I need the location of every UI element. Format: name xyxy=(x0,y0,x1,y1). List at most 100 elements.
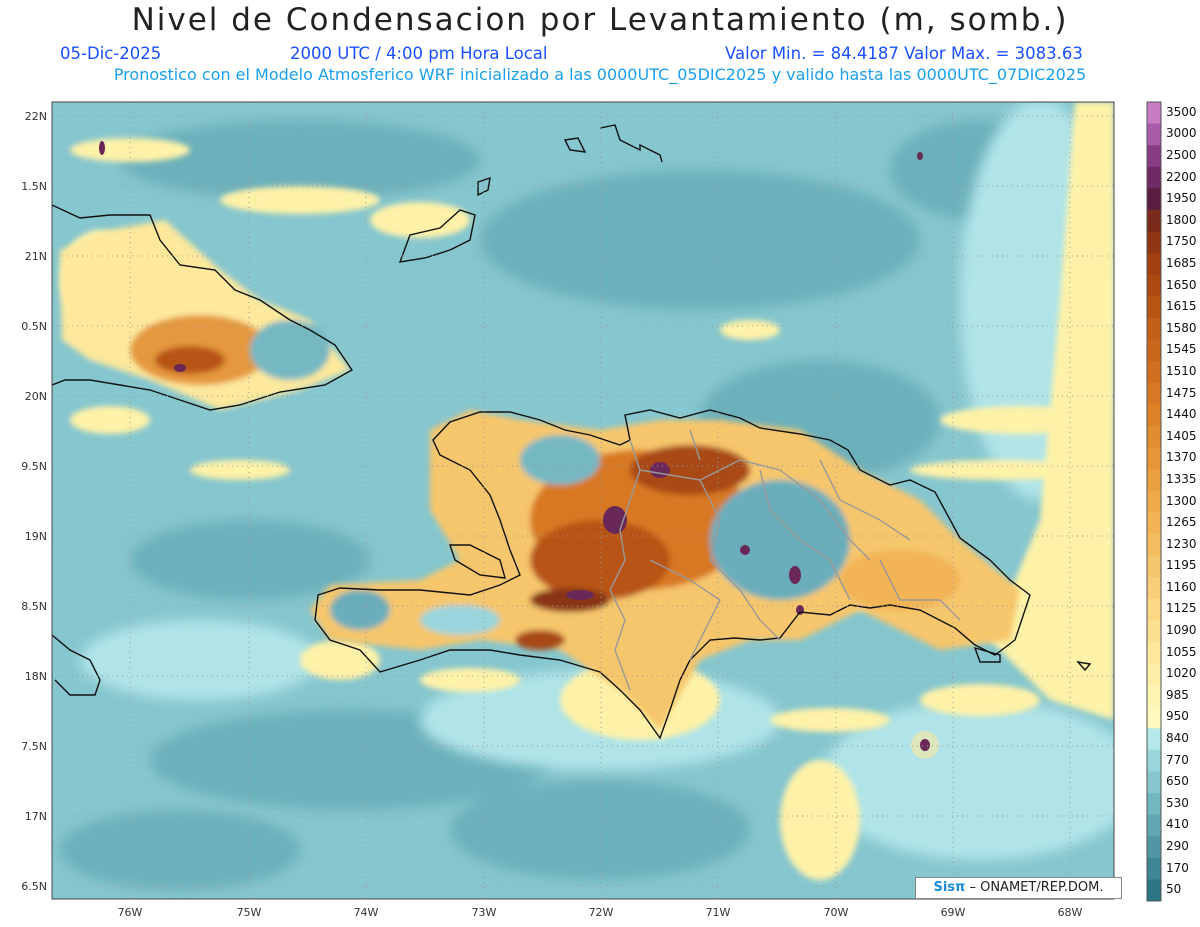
colorbar-level-label: 1370 xyxy=(1166,450,1197,465)
colorbar-level-label: 950 xyxy=(1166,709,1189,724)
colorbar-level-label: 1580 xyxy=(1166,320,1197,335)
colorbar-level-label: 2200 xyxy=(1166,169,1197,184)
colorbar-level-label: 650 xyxy=(1166,774,1189,789)
colorbar-level-label: 985 xyxy=(1166,687,1189,702)
colorbar-level-label: 170 xyxy=(1166,860,1189,875)
lat-label: 20N xyxy=(25,390,47,403)
model-info-line: Pronostico con el Modelo Atmosferico WRF… xyxy=(113,65,1087,84)
credit-box: Sisπ – ONAMET/REP.DOM. xyxy=(915,877,1122,899)
forecast-date: 05-Dic-2025 xyxy=(60,44,162,63)
colorbar-level-label: 3000 xyxy=(1166,126,1197,141)
longitude-labels: 76W 75W 74W 73W 72W 71W 70W 69W 68W xyxy=(118,906,1083,919)
colorbar-level-label: 1545 xyxy=(1166,342,1197,357)
colorbar-level-label: 1160 xyxy=(1166,579,1197,594)
lat-label: 0.5N xyxy=(21,320,47,333)
colorbar-swatch xyxy=(1147,361,1161,384)
colorbar-level-label: 1335 xyxy=(1166,471,1197,486)
colorbar-swatch xyxy=(1147,728,1161,751)
colorbar-level-label: 1055 xyxy=(1166,644,1197,659)
lon-label: 68W xyxy=(1058,906,1083,919)
colorbar-swatch xyxy=(1147,555,1161,578)
colorbar-swatch xyxy=(1147,620,1161,643)
colorbar-level-label: 1195 xyxy=(1166,558,1197,573)
lon-label: 73W xyxy=(472,906,497,919)
colorbar-swatch xyxy=(1147,145,1161,168)
colorbar-level-label: 1510 xyxy=(1166,363,1197,378)
colorbar-level-label: 290 xyxy=(1166,839,1189,853)
map-title: Nivel de Condensacion por Levantamiento … xyxy=(131,2,1069,38)
colorbar-level-label: 1800 xyxy=(1166,212,1197,227)
sispi-logo: Sisπ xyxy=(933,880,966,895)
min-max-values: Valor Min. = 84.4187 Valor Max. = 3083.6… xyxy=(725,44,1083,63)
lon-label: 71W xyxy=(706,906,731,919)
colorbar-swatch xyxy=(1147,317,1161,341)
lat-label: 19N xyxy=(25,530,47,543)
colorbar-swatch xyxy=(1147,188,1161,211)
colorbar-swatch xyxy=(1147,382,1161,405)
colorbar-swatch xyxy=(1147,533,1161,556)
graticule xyxy=(52,102,1114,899)
colorbar-level-label: 1615 xyxy=(1166,299,1197,314)
colorbar-swatch xyxy=(1147,339,1161,362)
colorbar-swatch xyxy=(1147,814,1161,837)
colorbar-level-label: 1300 xyxy=(1166,493,1197,508)
colorbar-level-label: 1020 xyxy=(1166,666,1197,681)
colorbar-swatch xyxy=(1147,404,1161,427)
lat-label: 1.5N xyxy=(21,180,47,193)
colorbar-swatch xyxy=(1147,749,1161,772)
credit-text: – ONAMET/REP.DOM. xyxy=(969,880,1104,895)
lat-label: 21N xyxy=(25,250,47,263)
colorbar-swatch xyxy=(1147,123,1161,146)
colorbar-swatch xyxy=(1147,598,1161,621)
lat-label: 22N xyxy=(25,110,47,123)
colorbar-border xyxy=(1146,101,1162,902)
colorbar-swatch xyxy=(1147,209,1161,233)
colorbar-swatch xyxy=(1147,577,1161,600)
colorbar xyxy=(1146,101,1162,902)
latitude-labels: 22N 1.5N 21N 0.5N 20N 9.5N 19N 8.5N 18N … xyxy=(21,110,47,893)
lon-label: 72W xyxy=(589,906,614,919)
lon-label: 70W xyxy=(824,906,849,919)
colorbar-level-label: 530 xyxy=(1166,795,1189,810)
colorbar-swatch xyxy=(1147,425,1161,449)
colorbar-swatch xyxy=(1147,274,1161,297)
lat-label: 7.5N xyxy=(21,740,47,753)
lat-label: 18N xyxy=(25,670,47,683)
colorbar-swatch xyxy=(1147,641,1161,664)
colorbar-swatch xyxy=(1147,231,1161,254)
colorbar-level-label: 1440 xyxy=(1166,407,1197,422)
colorbar-swatch xyxy=(1147,512,1161,535)
colorbar-level-label: 1230 xyxy=(1166,536,1197,551)
colorbar-level-label: 50 xyxy=(1166,882,1182,897)
colorbar-swatch xyxy=(1147,166,1161,189)
forecast-time: 2000 UTC / 4:00 pm Hora Local xyxy=(290,44,548,63)
colorbar-swatch xyxy=(1147,296,1161,319)
lat-label: 8.5N xyxy=(21,600,47,613)
colorbar-level-label: 1090 xyxy=(1166,623,1197,638)
lat-label: 17N xyxy=(25,810,47,823)
colorbar-swatch xyxy=(1147,447,1161,470)
colorbar-swatch xyxy=(1147,879,1161,902)
province-borders xyxy=(609,429,961,691)
colorbar-level-label: 410 xyxy=(1166,817,1189,832)
colorbar-level-label: 3500 xyxy=(1166,104,1197,119)
colorbar-swatch xyxy=(1147,857,1161,880)
colorbar-swatch xyxy=(1147,469,1161,492)
colorbar-level-label: 2500 xyxy=(1166,147,1197,162)
lon-label: 69W xyxy=(941,906,966,919)
colorbar-level-label: 1125 xyxy=(1166,601,1197,616)
colorbar-swatch xyxy=(1147,685,1161,708)
colorbar-swatch xyxy=(1147,490,1161,513)
lon-label: 76W xyxy=(118,906,143,919)
colorbar-level-label: 1475 xyxy=(1166,385,1197,400)
colorbar-swatch xyxy=(1147,793,1161,816)
colorbar-swatch xyxy=(1147,663,1161,686)
colorbar-level-label: 840 xyxy=(1166,731,1189,746)
colorbar-swatch xyxy=(1147,253,1161,276)
colorbar-level-label: 770 xyxy=(1166,752,1189,767)
lon-label: 75W xyxy=(237,906,262,919)
lon-label: 74W xyxy=(354,906,379,919)
colorbar-level-label: 1950 xyxy=(1166,191,1197,206)
colorbar-level-label: 1750 xyxy=(1166,234,1197,249)
